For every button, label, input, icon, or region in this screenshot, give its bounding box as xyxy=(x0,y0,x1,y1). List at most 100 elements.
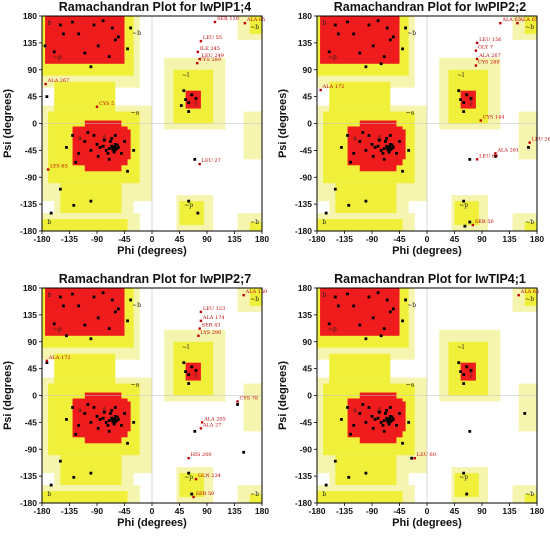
residue-point xyxy=(107,429,111,433)
residue-label: SER 50 xyxy=(196,491,215,497)
allowed-region xyxy=(329,353,391,384)
residue-point xyxy=(468,220,472,224)
x-axis-label: Phi (degrees) xyxy=(392,245,462,257)
residue-point xyxy=(364,471,368,475)
residue-point xyxy=(404,298,408,302)
residue-point xyxy=(387,422,391,426)
residue-point xyxy=(110,298,114,302)
y-tick-label: 135 xyxy=(298,38,312,48)
y-tick-label: -135 xyxy=(295,199,312,209)
region-label: l xyxy=(195,101,197,108)
x-axis-label: Phi (degrees) xyxy=(117,245,187,257)
region-label: ~a xyxy=(406,382,415,389)
residue-point xyxy=(126,441,129,445)
ramachandran-panel-iwpip1-4: Ramachandran Plot for IwPIP1;4 b ~b ~b ~l l ~p… xyxy=(0,0,275,272)
region-label: l xyxy=(470,101,472,108)
outlier-point xyxy=(198,327,201,330)
outlier-point xyxy=(494,152,497,155)
allowed-region xyxy=(54,353,116,384)
residue-label: CYS 5 xyxy=(99,101,114,107)
x-tick-label: -135 xyxy=(336,234,353,244)
x-tick-label: 135 xyxy=(502,234,516,244)
residue-point xyxy=(468,429,472,433)
x-tick-label: -180 xyxy=(33,234,50,244)
residue-point xyxy=(126,169,129,173)
residue-point xyxy=(390,415,394,419)
residue-point xyxy=(370,143,374,146)
core-region xyxy=(460,362,476,381)
region-label: a xyxy=(353,135,357,142)
residue-label: ALA 150 xyxy=(245,289,268,295)
residue-point xyxy=(364,420,368,424)
residue-point xyxy=(462,373,466,376)
core-region xyxy=(93,129,131,160)
allowed-region xyxy=(249,288,262,306)
residue-point xyxy=(382,429,386,433)
residue-point xyxy=(107,327,111,331)
residue-point xyxy=(376,19,380,23)
x-tick-label: -45 xyxy=(118,234,131,244)
residue-label: ALA 65 xyxy=(501,17,521,23)
region-label: ~p xyxy=(459,474,468,481)
residue-label: ALA 65 xyxy=(246,17,266,23)
residue-point xyxy=(385,416,389,420)
residue-point xyxy=(346,292,349,296)
chart-title: Ramachandran Plot for IwPIP2;2 xyxy=(334,0,526,14)
residue-point xyxy=(385,137,389,140)
residue-point xyxy=(110,26,114,30)
residue-point xyxy=(387,150,391,154)
allowed-region xyxy=(524,288,537,306)
x-tick-label: 0 xyxy=(150,234,155,244)
ramachandran-panel-iwtip4-1: Ramachandran Plot for IwTIP4;1 b ~b ~b ~l l ~p… xyxy=(275,272,550,544)
x-tick-label: 90 xyxy=(477,506,487,516)
y-tick-label: -135 xyxy=(20,471,37,481)
residue-point xyxy=(333,459,337,463)
residue-point xyxy=(61,32,65,36)
residue-point xyxy=(468,157,472,161)
residue-point xyxy=(96,44,100,48)
region-label: ~b xyxy=(132,302,141,309)
region-label: ~a xyxy=(131,110,140,117)
ramachandran-chart: Ramachandran Plot for IwTIP4;1 b ~b ~b ~l l ~p… xyxy=(277,272,544,529)
residue-point xyxy=(367,295,371,299)
residue-point xyxy=(106,151,110,155)
residue-point xyxy=(401,169,404,173)
outlier-point xyxy=(192,495,195,499)
residue-point xyxy=(96,154,100,158)
residue-point xyxy=(101,291,105,295)
allowed-region xyxy=(179,201,204,226)
core-region xyxy=(368,129,406,160)
residue-point xyxy=(129,298,133,302)
residue-point xyxy=(71,134,74,137)
y-tick-label: -135 xyxy=(20,199,37,209)
outlier-point xyxy=(413,457,416,460)
residue-point xyxy=(379,62,383,66)
residue-point xyxy=(364,199,368,203)
outlier-point xyxy=(499,21,502,25)
core-region xyxy=(93,401,131,432)
outlier-point xyxy=(242,293,245,297)
residue-point xyxy=(401,441,404,445)
residue-point xyxy=(324,483,328,487)
allowed-region xyxy=(329,81,391,112)
residue-point xyxy=(462,199,466,203)
region-label: ~p xyxy=(459,202,468,209)
residue-label: LEU 260 xyxy=(532,137,550,143)
residue-point xyxy=(377,410,381,414)
x-tick-label: 135 xyxy=(227,234,241,244)
residue-point xyxy=(190,93,194,97)
residue-point xyxy=(333,23,337,27)
y-tick-label: -45 xyxy=(25,417,38,427)
core-region xyxy=(185,362,201,381)
generous-region xyxy=(518,383,537,432)
region-label: A xyxy=(376,407,382,414)
residue-point xyxy=(111,420,115,424)
residue-point xyxy=(123,140,126,143)
residue-point xyxy=(327,50,331,54)
y-tick-label: -180 xyxy=(295,226,312,236)
region-label: ~b xyxy=(407,30,416,37)
outlier-point xyxy=(95,105,99,108)
residue-point xyxy=(89,148,93,152)
core-region xyxy=(368,401,406,432)
outlier-point xyxy=(516,21,519,25)
